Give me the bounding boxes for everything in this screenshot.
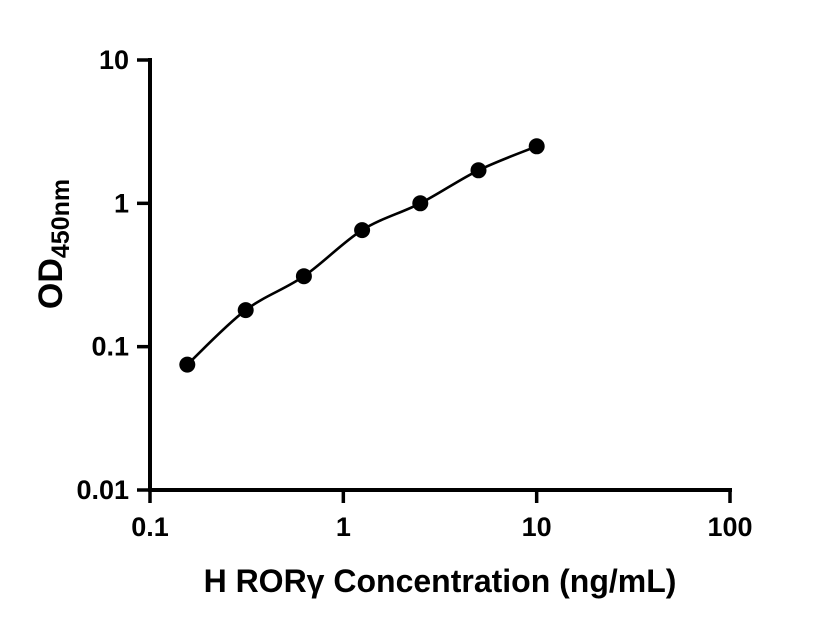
- x-axis-tick-label: 1: [336, 512, 351, 542]
- y-axis-title-main: OD: [32, 258, 70, 309]
- y-axis-tick-label: 1: [114, 188, 129, 218]
- data-point: [354, 222, 371, 239]
- y-axis-tick-label: 0.01: [76, 475, 129, 505]
- y-axis-title: OD450nm: [32, 179, 75, 309]
- fit-curve: [186, 145, 538, 366]
- axis-ticks: [137, 58, 732, 503]
- x-axis-title: H RORγ Concentration (ng/mL): [204, 563, 677, 599]
- data-point: [295, 268, 312, 285]
- y-axis-tick-label: 10: [99, 45, 129, 75]
- data-point: [179, 356, 196, 373]
- data-point: [237, 302, 254, 319]
- data-series: [179, 138, 545, 373]
- data-point: [528, 138, 545, 155]
- data-point: [470, 162, 487, 179]
- x-axis-tick-label: 10: [522, 512, 552, 542]
- data-point: [412, 195, 429, 212]
- axes: [148, 58, 732, 492]
- x-axis-tick-label: 0.1: [131, 512, 169, 542]
- y-axis-tick-label: 0.1: [91, 332, 129, 362]
- x-axis-tick-label: 100: [707, 512, 752, 542]
- axis-spine: [148, 58, 732, 492]
- y-axis-title-subscript: 450nm: [47, 179, 75, 258]
